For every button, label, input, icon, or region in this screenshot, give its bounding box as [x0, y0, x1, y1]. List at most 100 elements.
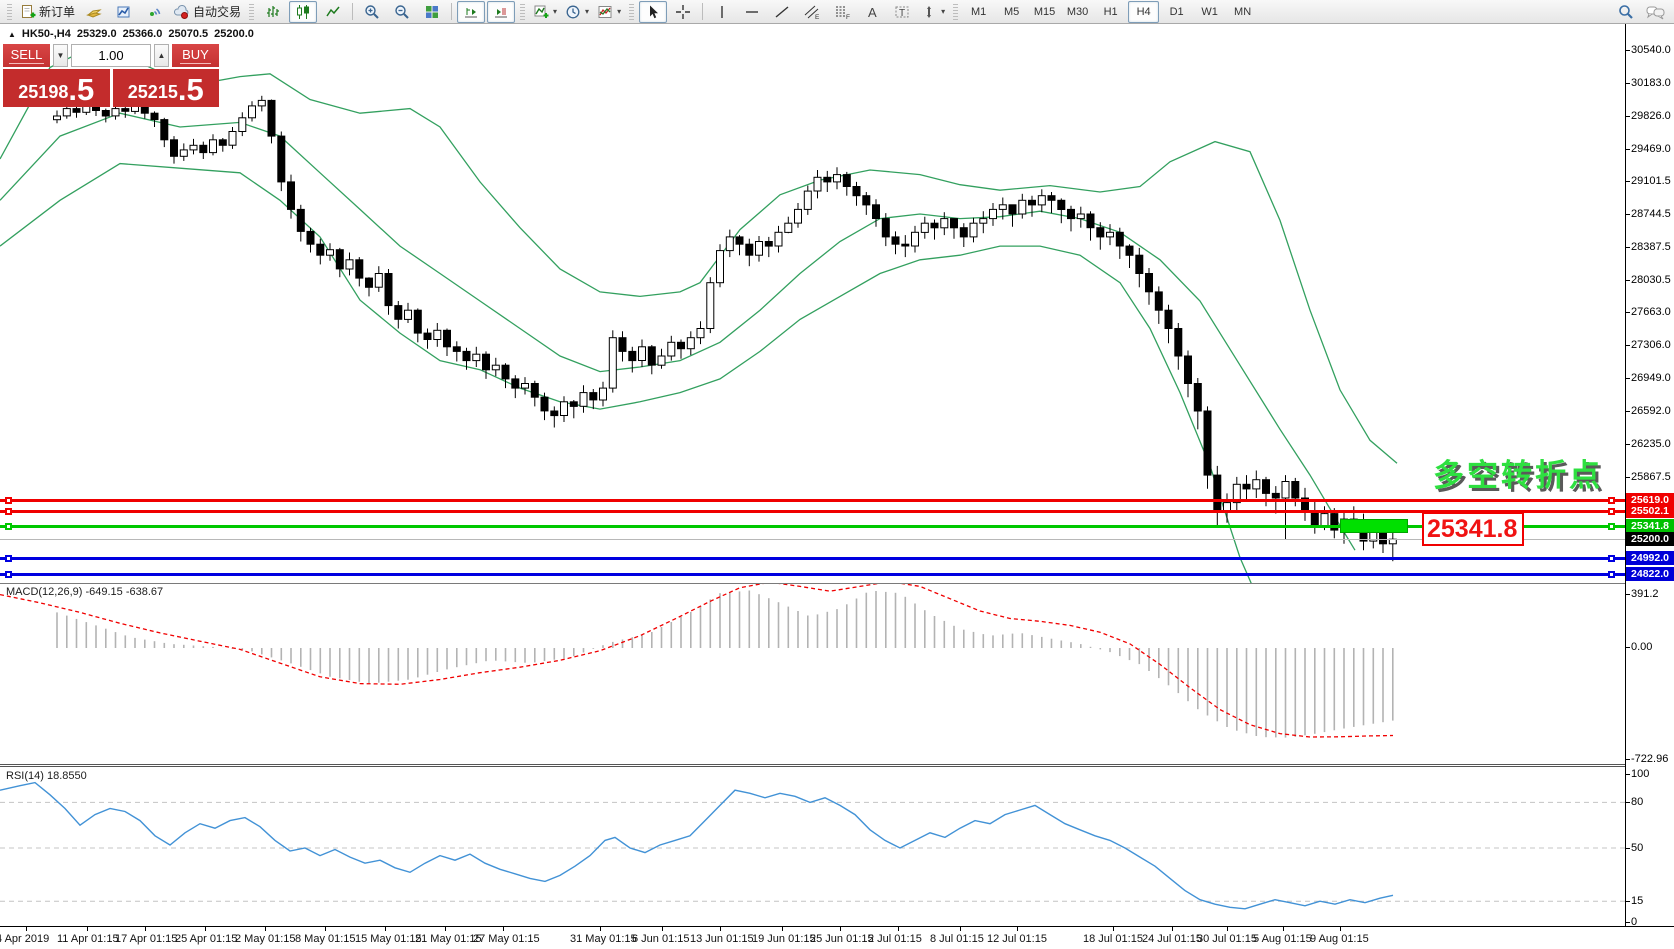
- green-highlight-box[interactable]: [1340, 519, 1408, 533]
- market-watch-button[interactable]: [110, 1, 138, 23]
- price-chart[interactable]: [0, 24, 1625, 584]
- periods-clock-icon: [566, 5, 580, 18]
- text-label-button[interactable]: T: [888, 1, 916, 23]
- timeframe-m5[interactable]: M5: [1003, 5, 1020, 18]
- chart-shift-icon: [495, 7, 508, 17]
- line-handle[interactable]: [5, 571, 12, 578]
- timeframe-w1[interactable]: W1: [1201, 5, 1218, 18]
- search-button[interactable]: [1612, 1, 1640, 23]
- timeframe-m30[interactable]: M30: [1066, 5, 1089, 18]
- fibonacci-button[interactable]: F: [828, 1, 856, 23]
- auto-trading-icon: [173, 4, 189, 19]
- candle-body: [530, 383, 539, 398]
- toolbar-grip[interactable]: [249, 3, 255, 20]
- candle-body: [209, 139, 217, 154]
- zoom-out-button[interactable]: [388, 1, 416, 23]
- volume-increase-button[interactable]: ▲: [154, 44, 169, 67]
- price-line-25502.1[interactable]: [0, 510, 1625, 513]
- candle-body: [257, 99, 266, 107]
- candle-body: [121, 108, 130, 112]
- cursor-button[interactable]: [639, 0, 668, 23]
- sell-button[interactable]: SELL: [3, 44, 50, 67]
- dropdown-arrow-icon: ▾: [553, 7, 558, 16]
- candle-body: [189, 144, 198, 151]
- candle-body: [228, 131, 237, 146]
- candle-body: [1135, 254, 1144, 274]
- price-line-24992.0[interactable]: [0, 557, 1625, 560]
- timeframe-h4[interactable]: H4: [1128, 0, 1160, 23]
- candlestick-chart-button[interactable]: [289, 0, 318, 23]
- pane-separator[interactable]: [0, 583, 1625, 584]
- vertical-line-button[interactable]: [708, 1, 736, 23]
- timeframe-h1[interactable]: H1: [1103, 5, 1118, 18]
- line-handle[interactable]: [5, 555, 12, 562]
- text-button[interactable]: A: [858, 1, 886, 23]
- candle-body: [872, 204, 880, 220]
- rsi-indicator-pane[interactable]: [0, 767, 1625, 926]
- timeframe-m1[interactable]: M1: [970, 5, 987, 18]
- line-handle[interactable]: [5, 508, 12, 515]
- line-handle[interactable]: [5, 497, 12, 504]
- line-handle[interactable]: [1608, 571, 1615, 578]
- candle-body: [1057, 199, 1066, 211]
- zoom-in-button[interactable]: [358, 1, 386, 23]
- toolbar-grip[interactable]: [953, 3, 959, 20]
- price-axis-tick: [1625, 83, 1630, 84]
- toolbar-grip[interactable]: [520, 3, 526, 20]
- candle-body: [326, 249, 334, 256]
- volume-decrease-button[interactable]: ▼: [53, 44, 68, 67]
- price-line-25341.8[interactable]: [0, 525, 1625, 528]
- auto-scroll-button[interactable]: [457, 0, 486, 23]
- equidistant-channel-button[interactable]: E: [798, 1, 826, 23]
- line-handle[interactable]: [1608, 508, 1615, 515]
- indicators-button[interactable]: ▾: [530, 1, 560, 23]
- candle-body: [521, 383, 529, 389]
- line-handle[interactable]: [1608, 523, 1615, 530]
- crosshair-button[interactable]: [669, 1, 697, 23]
- buy-price[interactable]: 25215.5: [112, 69, 219, 107]
- arrows-button[interactable]: ▾: [918, 1, 948, 23]
- toolbar-grip[interactable]: [7, 3, 12, 20]
- sell-price[interactable]: 25198.5: [3, 69, 110, 107]
- trend-line-button[interactable]: [768, 1, 796, 23]
- price-callout-label[interactable]: 25341.8: [1422, 512, 1524, 546]
- line-handle[interactable]: [1608, 497, 1615, 504]
- candle-body: [589, 392, 598, 401]
- tile-windows-button[interactable]: [418, 1, 446, 23]
- buy-button[interactable]: BUY: [172, 44, 219, 67]
- time-axis-tick: [26, 927, 27, 931]
- time-axis[interactable]: 4 Apr 2019 11 Apr 01:15 17 Apr 01:15 25 Apr…: [0, 927, 1674, 949]
- bar-chart-button[interactable]: [259, 1, 287, 23]
- volume-input[interactable]: 1.00: [71, 44, 151, 67]
- periods-button[interactable]: ▾: [562, 1, 592, 23]
- timeframe-m15[interactable]: M15: [1033, 5, 1056, 18]
- chat-button[interactable]: [1642, 1, 1670, 23]
- time-axis-tick: [1172, 927, 1173, 931]
- candle-body: [1076, 213, 1085, 220]
- candle-body: [1281, 481, 1290, 499]
- candle-body: [764, 241, 773, 247]
- chart-shift-button[interactable]: [487, 0, 516, 23]
- line-handle[interactable]: [1608, 555, 1615, 562]
- horizontal-line-button[interactable]: [738, 1, 766, 23]
- price-line-24822.0[interactable]: [0, 573, 1625, 576]
- timeframe-mn[interactable]: MN: [1234, 5, 1252, 18]
- panel-collapse-icon[interactable]: ▲: [8, 29, 16, 39]
- price-line-25619.0[interactable]: [0, 499, 1625, 502]
- timeframe-d1[interactable]: D1: [1169, 5, 1184, 18]
- price-line-25200.0[interactable]: [0, 539, 1625, 540]
- price-axis-tick: [1625, 378, 1630, 379]
- signal-button[interactable]: [140, 1, 168, 23]
- line-chart-button[interactable]: [319, 1, 347, 23]
- template-button[interactable]: ▾: [594, 1, 624, 23]
- toolbar-grip[interactable]: [629, 3, 635, 20]
- line-handle[interactable]: [5, 523, 12, 530]
- auto-trading-button[interactable]: 自动交易: [170, 1, 244, 23]
- candle-body: [696, 328, 705, 339]
- new-order-button[interactable]: 新订单: [17, 1, 78, 23]
- macd-indicator-pane[interactable]: [0, 584, 1625, 764]
- pane-separator[interactable]: [0, 764, 1625, 767]
- profile-button[interactable]: [80, 1, 108, 23]
- candle-body: [735, 236, 744, 245]
- ohlc-open: 25329.0: [76, 28, 117, 40]
